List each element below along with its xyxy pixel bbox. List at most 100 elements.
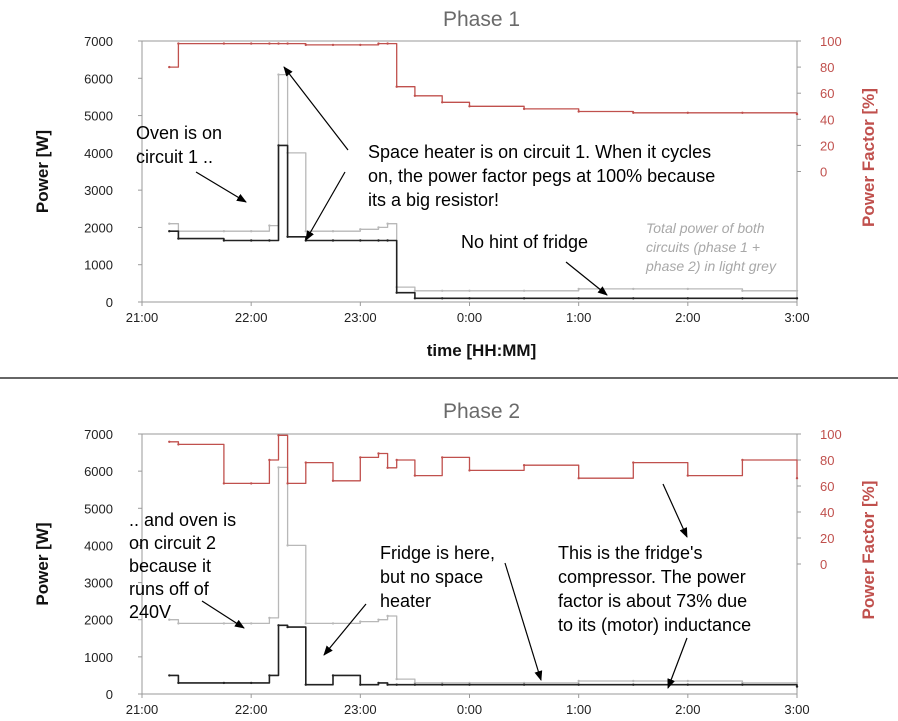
phase-1-chart: Phase 1 0 1000 2000 3000 4000 5000 6000 7000 0 20 4… [33,8,878,360]
y2-tick-label: 80 [820,453,834,468]
phase-power-line [169,624,798,687]
power-factor-line [169,42,798,115]
phase-power-point [522,297,526,300]
y2-tick-label: 60 [820,479,834,494]
total-power-point [795,681,799,685]
phase-power-point [359,239,362,242]
phase-power-point [277,144,280,147]
power-factor-point [304,461,307,464]
phase-power-point [468,683,471,686]
phase-power-point [441,683,444,686]
annotation-text: but no space [380,567,483,587]
y-axis-label: Power [W] [33,522,52,605]
y-tick-label: 7000 [84,427,113,442]
annotation-text: Total power of both [646,220,765,236]
power-factor-point [177,443,180,446]
power-factor-point [686,474,689,477]
phase-power-point [386,683,389,686]
phase-power-point [222,681,226,685]
power-factor-point [386,466,389,469]
power-factor-point [250,482,253,485]
y-axis-label: Power [W] [33,130,52,213]
phase-power-point [331,239,335,242]
annotation-text: No hint of fridge [461,232,588,252]
power-factor-point [277,42,280,45]
phase-power-point [268,674,271,677]
x-tick-label: 0:00 [457,702,482,717]
power-factor-point [377,42,380,45]
total-power-point [577,679,580,683]
annotation-arrow [305,171,346,241]
y2-tick-label: 20 [820,531,834,546]
power-factor-point [413,94,417,98]
power-factor-point [277,434,280,437]
phase-power-point [795,297,799,300]
phase-power-point [386,239,389,242]
total-power-point [359,228,362,231]
total-power-point [386,222,389,225]
total-power-point [577,287,580,291]
total-power-point [359,620,362,623]
y2-tick-label: 40 [820,505,834,520]
annotation-text: This is the fridge's [558,543,703,563]
x-tick-label: 2:00 [675,310,700,325]
y-tick-label: 4000 [84,538,113,553]
phase-power-point [413,683,417,686]
phase-power-point [168,674,171,677]
phase-power-point [741,297,744,300]
y2-tick-label: 40 [820,112,834,127]
annotation-text: because it [129,556,211,576]
total-power-point [468,681,471,685]
total-power-point [377,226,380,229]
phase-power-point [395,683,398,686]
annotation-arrow [201,600,245,629]
annotation-arrow [504,562,543,681]
power-factor-point [386,42,389,45]
power-factor-point [286,482,289,485]
power-factor-point [250,42,253,45]
phase-power-point [331,674,335,677]
phase-power-point [686,297,689,300]
total-power-point [250,622,253,625]
phase-power-point [277,624,280,627]
power-factor-point [286,42,289,45]
total-power-point [277,466,280,469]
phase-power-point [359,683,362,686]
total-power-point [268,616,271,620]
y2-tick-label: 100 [820,34,842,49]
power-factor-point [331,43,335,47]
total-power-point [441,681,444,685]
phase-power-point [286,235,289,238]
annotation-arrow [667,637,688,689]
y-tick-label: 0 [106,295,113,310]
phase-power-point [632,297,635,300]
power-factor-point [468,105,471,108]
x-tick-label: 22:00 [235,310,268,325]
annotation-arrow [195,171,247,203]
annotation-text: on, the power factor pegs at 100% becaus… [368,166,715,186]
total-power-point [304,230,307,233]
y2-tick-label: 100 [820,427,842,442]
y2-tick-label: 60 [820,86,834,101]
phase-power-point [741,683,744,686]
annotation-text: on circuit 2 [129,533,216,553]
chart-title: Phase 1 [443,8,520,31]
phase-power-point [795,685,799,688]
x-axis-label: time [HH:MM] [427,341,537,360]
total-power-point [222,230,226,233]
annotation-text: factor is about 73% due [558,591,747,611]
power-factor-point [522,464,526,467]
power-factor-point [268,458,271,462]
phase-power-point [177,237,180,240]
total-power-point [386,614,389,618]
phase-power-point [632,683,635,686]
total-power-point [250,230,253,233]
y2-tick-label: 80 [820,60,834,75]
phase-power-point [250,681,253,685]
total-power-point [522,289,526,292]
phase-power-point [577,683,580,686]
power-factor-point [177,42,180,45]
phase-power-point [168,230,171,233]
y-tick-label: 5000 [84,501,113,516]
